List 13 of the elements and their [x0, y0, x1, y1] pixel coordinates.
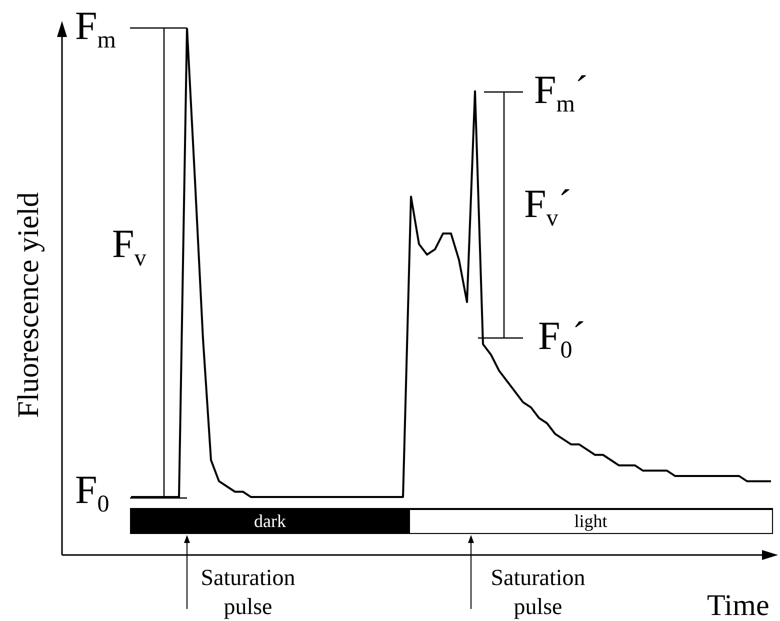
x-axis-title: Time	[707, 589, 770, 621]
text: F$_{m}$	[75, 3, 116, 56]
text: Saturation pulse	[490, 564, 586, 621]
dark-light-strip: dark light	[130, 508, 773, 534]
annotation: light	[410, 510, 772, 532]
text: Saturation pulse	[200, 564, 296, 621]
y-axis-title: Fluorescence yield	[12, 192, 46, 418]
annotation: F$_{v}$	[112, 221, 146, 274]
text: F$_{0}$	[75, 467, 110, 520]
annotation: F$_{v}$´	[524, 181, 572, 234]
annotation: F$_{0}$´	[538, 313, 586, 366]
annotation: dark	[130, 508, 410, 534]
annotation: F$_{m}$´	[534, 67, 588, 120]
